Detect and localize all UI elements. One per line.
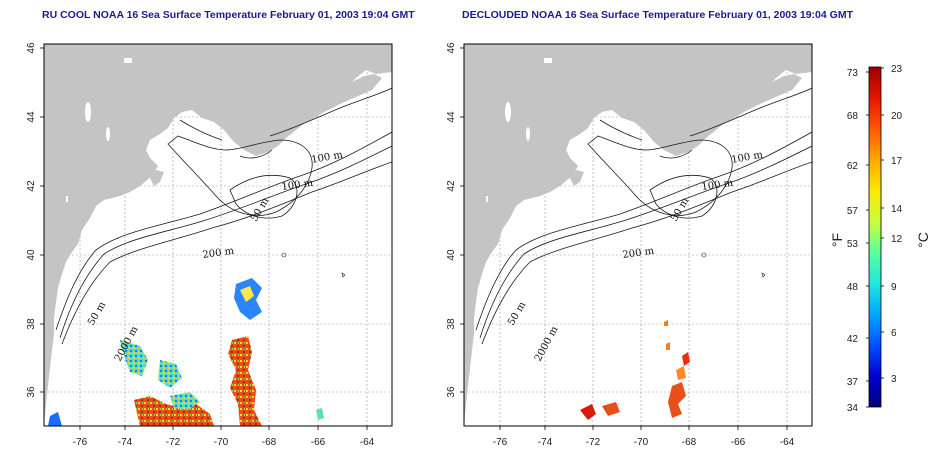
nova-scotia-right xyxy=(720,74,802,122)
fahrenheit-tick-label: 37 xyxy=(847,377,859,388)
lat-tick-label-right: 36 xyxy=(446,386,457,398)
map-title-left: RU COOL NOAA 16 Sea Surface Temperature … xyxy=(42,9,415,21)
colorbar-scale xyxy=(868,66,882,408)
contour-label: 100 m xyxy=(701,178,734,193)
lon-tick-label-left: -74 xyxy=(118,437,133,448)
lon-tick-label-right: -76 xyxy=(493,437,508,448)
cape-cod-right xyxy=(570,170,584,186)
lat-tick-label-left: 42 xyxy=(26,180,37,192)
lon-tick-label-left: -72 xyxy=(166,437,181,448)
map-panel-left: 100 m 100 m 50 m 200 m 50 m 2000 m xyxy=(43,43,393,427)
contour-label: 100 m xyxy=(281,178,314,193)
fahrenheit-tick-label: 53 xyxy=(847,239,859,250)
fahrenheit-unit-label: °F xyxy=(829,233,845,247)
celsius-tick-label: 3 xyxy=(891,374,897,385)
bathymetry-contours-right xyxy=(475,87,812,345)
map-panel-right: 100 m 100 m 50 m 200 m 50 m 2000 m xyxy=(463,43,813,427)
colorbar: 73 68 62 57 53 48 42 37 34 23 20 17 14 12 9 6 3 °F °C xyxy=(829,64,931,414)
fahrenheit-tick-label: 62 xyxy=(847,161,859,172)
sst-patches-right xyxy=(580,320,690,420)
nova-scotia-left xyxy=(300,74,382,122)
lat-tick-label-left: 36 xyxy=(26,386,37,398)
axes: -76 -74 -72 -70 -68 -66 -64 46 44 42 40 38 36 -76 -74 -… xyxy=(26,42,795,448)
celsius-tick-label: 9 xyxy=(891,282,897,293)
lat-tick-label-left: 46 xyxy=(26,42,37,54)
colorbar-ticks: 73 68 62 57 53 48 42 37 34 23 20 17 14 12 9 6 3 xyxy=(847,64,903,414)
lon-tick-label-right: -68 xyxy=(682,437,697,448)
fahrenheit-tick-label: 68 xyxy=(847,111,859,122)
lon-tick-label-left: -66 xyxy=(311,437,326,448)
lon-tick-label-left: -64 xyxy=(360,437,375,448)
lon-tick-label-right: -64 xyxy=(780,437,795,448)
celsius-tick-label: 14 xyxy=(891,204,903,215)
contour-label: 200 m xyxy=(622,246,655,261)
lat-tick-label-right: 44 xyxy=(446,111,457,123)
celsius-tick-label: 12 xyxy=(891,234,903,245)
lakes-left xyxy=(66,58,132,202)
lon-tick-label-right: -72 xyxy=(586,437,601,448)
lon-tick-label-right: -70 xyxy=(634,437,649,448)
lat-tick-label-left: 44 xyxy=(26,111,37,123)
celsius-tick-label: 17 xyxy=(891,156,903,167)
fahrenheit-tick-label: 48 xyxy=(847,282,859,293)
lon-tick-label-right: -74 xyxy=(538,437,553,448)
lat-tick-label-right: 46 xyxy=(446,42,457,54)
lon-tick-label-left: -76 xyxy=(73,437,88,448)
lon-tick-label-right: -66 xyxy=(731,437,746,448)
fahrenheit-tick-label: 42 xyxy=(847,334,859,345)
land-left xyxy=(44,44,392,426)
lon-tick-label-left: -68 xyxy=(262,437,277,448)
land-right xyxy=(464,44,812,426)
celsius-tick-label: 20 xyxy=(891,111,903,122)
celsius-unit-label: °C xyxy=(915,232,931,248)
fahrenheit-tick-label: 34 xyxy=(847,403,859,414)
sst-patches-left xyxy=(48,278,324,426)
lakes-right xyxy=(486,58,552,202)
contour-label: 200 m xyxy=(202,246,235,261)
lat-tick-label-right: 40 xyxy=(446,249,457,261)
fahrenheit-tick-label: 57 xyxy=(847,206,859,217)
lon-tick-label-left: -70 xyxy=(214,437,229,448)
lat-tick-label-right: 38 xyxy=(446,318,457,330)
bathymetry-contours-left xyxy=(55,87,392,345)
lat-tick-label-right: 42 xyxy=(446,180,457,192)
lat-tick-label-left: 40 xyxy=(26,249,37,261)
map-title-right: DECLOUDED NOAA 16 Sea Surface Temperatur… xyxy=(462,9,853,21)
celsius-tick-label: 6 xyxy=(891,328,897,339)
lat-tick-label-left: 38 xyxy=(26,318,37,330)
celsius-tick-label: 23 xyxy=(891,64,903,75)
fahrenheit-tick-label: 73 xyxy=(847,68,859,79)
cape-cod-left xyxy=(150,170,164,186)
